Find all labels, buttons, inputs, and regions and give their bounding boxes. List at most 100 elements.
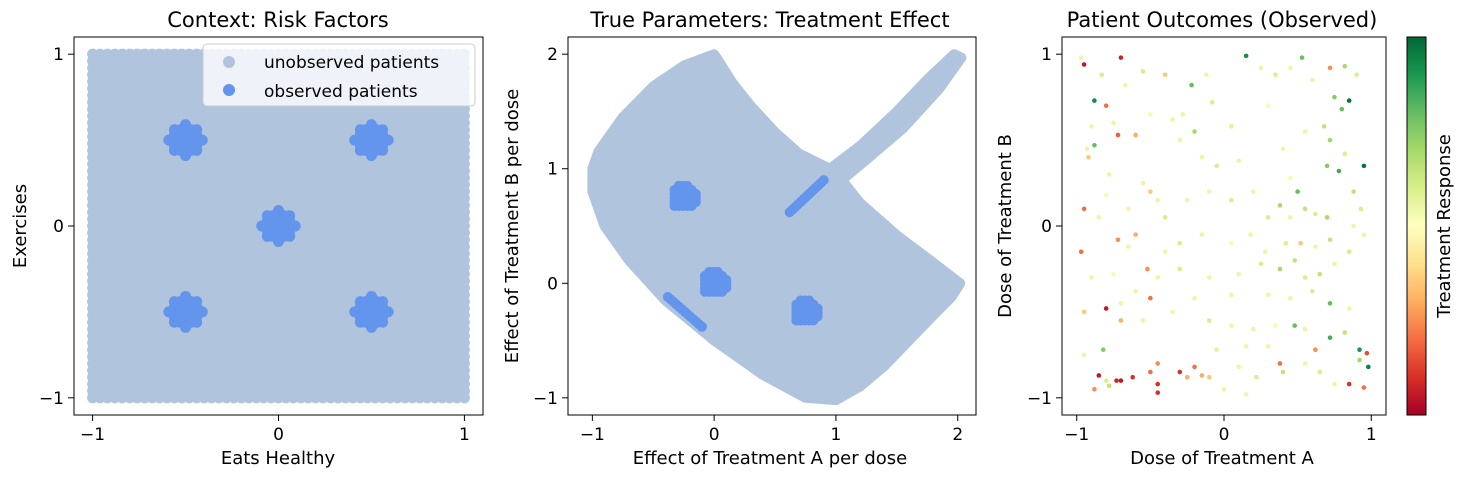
outcome-point	[1206, 374, 1212, 380]
outcome-point	[1115, 237, 1121, 243]
outcome-point	[1361, 163, 1367, 169]
outcome-point	[1229, 240, 1234, 246]
outcome-point	[1177, 240, 1183, 246]
outcome-point	[1140, 69, 1146, 74]
risk-factors-chart: Context: Risk Factors −1 0 1 −1 0 1 Eats Heal…	[10, 8, 484, 469]
outcome-point	[1192, 364, 1197, 370]
outcome-point	[1236, 364, 1242, 370]
outcome-point	[1184, 197, 1190, 203]
outcome-point	[1229, 292, 1234, 298]
outcome-point	[1086, 154, 1091, 160]
colorbar: Treatment Response	[1406, 36, 1455, 416]
chart-title: True Parameters: Treatment Effect	[589, 8, 949, 32]
outcome-point	[1287, 65, 1293, 71]
outcome-point	[1214, 163, 1219, 169]
outcome-point	[1243, 343, 1249, 349]
outcome-point	[1162, 215, 1168, 220]
outcome-point	[1280, 369, 1286, 375]
outcome-point	[1236, 158, 1242, 164]
outcome-point	[1324, 163, 1330, 169]
outcome-point	[1177, 266, 1183, 272]
x-axis-label: Eats Healthy	[221, 448, 336, 469]
outcome-point	[1125, 244, 1131, 249]
legend-marker-unobserved	[223, 56, 235, 68]
observed-point	[377, 296, 389, 308]
y-tick-label: −1	[39, 389, 64, 409]
outcome-point	[1111, 271, 1116, 277]
observed-point	[818, 175, 829, 186]
outcome-point	[1342, 151, 1348, 157]
outcome-point	[1148, 189, 1153, 194]
outcome-point	[1313, 244, 1318, 249]
outcome-point	[1283, 240, 1289, 246]
outcome-point	[1357, 357, 1362, 363]
x-tick-label: −1	[580, 425, 605, 445]
y-axis-label: Effect of Treatment B per dose	[502, 89, 523, 364]
outcome-point	[1346, 98, 1352, 103]
outcome-point	[1206, 189, 1212, 194]
outcome-point	[1258, 65, 1264, 71]
outcome-point	[1302, 326, 1308, 332]
outcome-point	[1089, 275, 1094, 280]
outcome-point	[1302, 129, 1308, 134]
outcome-point	[1298, 240, 1303, 246]
outcome-point	[1248, 232, 1253, 237]
outcome-point	[1206, 275, 1212, 280]
x-tick-label: 2	[952, 425, 963, 445]
plot-area	[1078, 53, 1371, 397]
outcome-point	[1273, 323, 1278, 328]
x-tick-label: 1	[1366, 425, 1377, 445]
outcome-point	[1229, 124, 1234, 129]
outcome-point	[1265, 343, 1271, 349]
outcome-point	[1280, 146, 1286, 151]
legend: unobserved patients observed patients	[202, 43, 476, 107]
outcome-point	[1327, 301, 1333, 306]
outcome-point	[1214, 347, 1219, 353]
y-tick-label: 2	[547, 45, 558, 65]
outcome-point	[1103, 378, 1109, 383]
plot-frame	[1061, 36, 1387, 416]
outcome-point	[1084, 146, 1090, 151]
x-tick-label: 0	[709, 425, 720, 445]
unobserved-region	[587, 49, 967, 406]
outcome-point	[1192, 129, 1197, 134]
x-tick-label: −1	[80, 425, 105, 445]
outcome-point	[1299, 55, 1305, 60]
outcome-point	[1287, 215, 1293, 220]
outcome-point	[1292, 258, 1297, 263]
y-tick-label: −1	[533, 389, 558, 409]
outcome-point	[1099, 72, 1105, 78]
outcome-point	[1199, 373, 1205, 378]
outcome-point	[1148, 295, 1153, 301]
outcome-point	[1351, 223, 1356, 229]
outcome-point	[1262, 249, 1268, 255]
outcome-point	[1251, 326, 1256, 332]
observed-point	[377, 124, 389, 136]
outcome-point	[1092, 142, 1097, 148]
plot-area	[587, 49, 967, 406]
outcome-point	[1118, 318, 1124, 323]
observed-point	[721, 274, 732, 285]
x-tick-label: −1	[1064, 425, 1089, 445]
outcome-point	[1118, 301, 1124, 306]
outcome-point	[1357, 347, 1362, 353]
outcome-point	[1078, 55, 1084, 60]
axis-ticks: −1 0 1 2 −1 0 1 2	[533, 45, 963, 445]
plot-frame	[567, 36, 977, 416]
outcome-point	[1265, 292, 1271, 298]
outcome-point	[1310, 77, 1315, 83]
outcome-point	[1302, 275, 1308, 280]
y-axis-label: Dose of Treatment B	[995, 134, 1016, 318]
outcome-point	[1346, 306, 1352, 311]
outcome-point	[1332, 261, 1337, 267]
outcome-point	[1273, 72, 1278, 78]
outcome-point	[1177, 369, 1183, 375]
outcome-point	[1170, 117, 1175, 122]
y-axis-label: Exercises	[10, 184, 31, 268]
outcome-point	[1354, 72, 1359, 78]
y-tick-label: 0	[1041, 217, 1052, 237]
legend-marker-observed	[223, 84, 235, 96]
observed-point	[196, 306, 208, 318]
outcome-point	[1162, 249, 1168, 255]
outcome-point	[1199, 154, 1205, 160]
